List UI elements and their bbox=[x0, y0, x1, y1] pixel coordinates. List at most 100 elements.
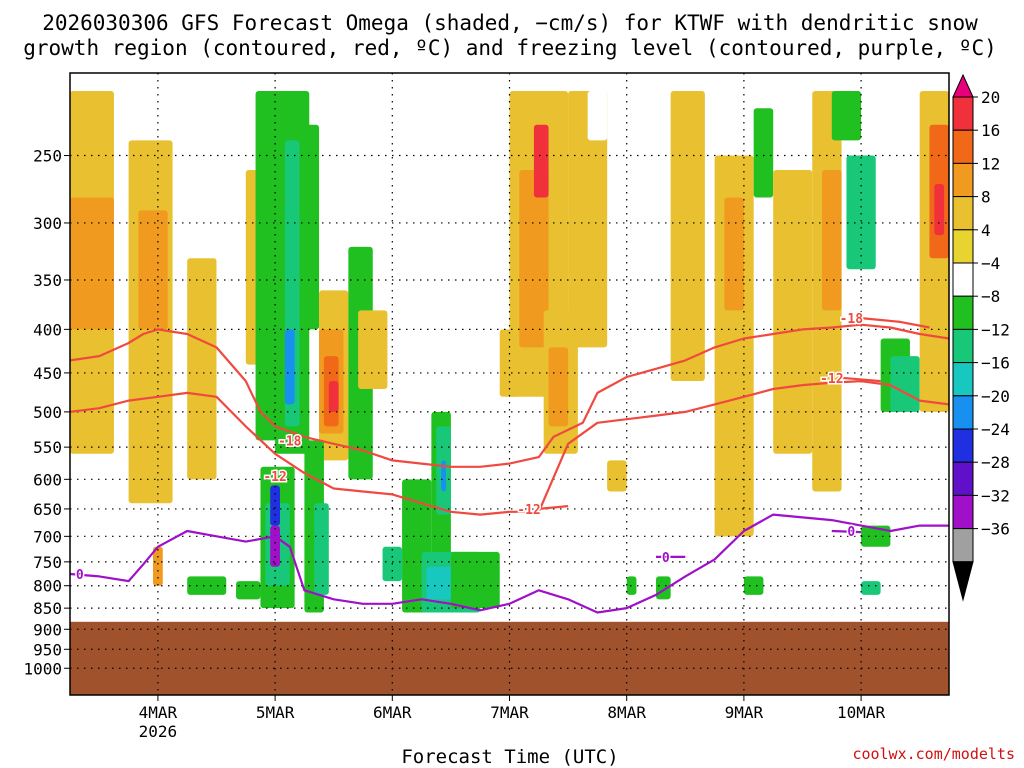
omega-cell bbox=[236, 581, 261, 600]
colorbar-tick-label: −8 bbox=[981, 287, 1000, 306]
colorbar-tick-label: 20 bbox=[981, 88, 1000, 107]
y-tick-label: 750 bbox=[33, 553, 62, 572]
y-tick-label: 800 bbox=[33, 577, 62, 596]
y-tick-label: 400 bbox=[33, 320, 62, 339]
colorbar-tick-label: −4 bbox=[981, 254, 1000, 273]
omega-cell bbox=[743, 576, 764, 595]
omega-shading bbox=[70, 91, 949, 613]
y-tick-label: 650 bbox=[33, 500, 62, 519]
colorbar-bin bbox=[952, 96, 974, 131]
omega-cell bbox=[216, 124, 241, 291]
colorbar-bin bbox=[952, 461, 974, 496]
contour-line bbox=[841, 376, 881, 383]
contour-label: -12 bbox=[263, 470, 286, 485]
contour-label: 0 bbox=[76, 568, 84, 583]
omega-cell bbox=[187, 576, 227, 595]
omega-cell bbox=[548, 347, 569, 427]
omega-cell bbox=[724, 197, 744, 311]
colorbar-bin bbox=[952, 129, 974, 164]
omega-cell bbox=[328, 381, 339, 412]
omega-cell bbox=[890, 356, 920, 412]
y-tick-label: 850 bbox=[33, 599, 62, 618]
contour-line bbox=[860, 317, 930, 329]
omega-cell bbox=[846, 155, 876, 270]
x-tick-label: 5MAR bbox=[256, 703, 295, 722]
colorbar-bin bbox=[952, 196, 974, 231]
colorbar-tick-label: −12 bbox=[981, 320, 1010, 339]
colorbar-tick-label: −16 bbox=[981, 354, 1010, 373]
colorbar-bottom-arrow bbox=[952, 561, 974, 602]
omega-cell bbox=[270, 525, 280, 567]
contour-line bbox=[70, 513, 949, 614]
contour-label: 0 bbox=[662, 551, 670, 566]
contour-line bbox=[538, 505, 569, 510]
omega-cell bbox=[270, 485, 280, 526]
gridlines bbox=[70, 73, 949, 695]
y-tick-label: 600 bbox=[33, 470, 62, 489]
contour-line bbox=[831, 529, 862, 534]
contour-label: -12 bbox=[820, 372, 843, 387]
y-tick-label: 500 bbox=[33, 403, 62, 422]
colorbar-tick-label: −36 bbox=[981, 520, 1010, 539]
omega-cell bbox=[934, 183, 945, 236]
colorbar-tick-label: −20 bbox=[981, 387, 1010, 406]
omega-cell bbox=[187, 258, 217, 480]
omega-cell bbox=[607, 460, 627, 492]
y-tick-label: 900 bbox=[33, 620, 62, 639]
omega-cell bbox=[822, 170, 842, 311]
omega-cell bbox=[568, 91, 608, 348]
y-tick-label: 550 bbox=[33, 438, 62, 457]
colorbar-tick-label: 8 bbox=[981, 188, 991, 207]
omega-cell bbox=[626, 576, 637, 595]
x-tick-label: 4MAR bbox=[139, 703, 178, 722]
omega-cell bbox=[358, 310, 388, 390]
omega-cell bbox=[284, 329, 295, 405]
x-tick-label: 8MAR bbox=[607, 703, 646, 722]
contour-label: -18 bbox=[278, 434, 302, 449]
y-tick-label: 450 bbox=[33, 364, 62, 383]
terrain-fill bbox=[70, 621, 949, 695]
x-tick-label: 9MAR bbox=[725, 703, 764, 722]
colorbar-bin bbox=[952, 162, 974, 198]
omega-cell bbox=[753, 108, 774, 198]
contour-label: 0 bbox=[847, 525, 855, 540]
x-tick-label: 6MAR bbox=[373, 703, 412, 722]
colorbar-tick-label: 16 bbox=[981, 121, 1000, 140]
omega-cell bbox=[70, 197, 114, 330]
colorbar-bin bbox=[952, 262, 974, 297]
omega-cell bbox=[519, 170, 549, 348]
contour-line bbox=[70, 380, 949, 516]
x-tick-sublabel: 2026 bbox=[139, 722, 178, 741]
colorbar-bin bbox=[952, 328, 974, 364]
chart-title-line-2: growth region (contoured, red, ºC) and f… bbox=[23, 36, 997, 60]
y-tick-label: 1000 bbox=[23, 659, 62, 678]
colorbar-tick-label: 4 bbox=[981, 221, 991, 240]
contour-label: -18 bbox=[840, 312, 864, 327]
colorbar-bin bbox=[952, 528, 974, 563]
y-axis-ticks: 250 300 350 400 450 500 550 600 650 700 750 800 850 9… bbox=[23, 147, 70, 678]
omega-cell bbox=[153, 546, 163, 586]
colorbar-tick-label: −32 bbox=[981, 486, 1010, 505]
colorbar-tick-label: −28 bbox=[981, 453, 1010, 472]
colorbar-bin bbox=[952, 395, 974, 430]
contour-lines: -18 -18 -12 -12 -12 0 0 0 bbox=[70, 311, 949, 614]
x-tick-label: 10MAR bbox=[837, 703, 886, 722]
credit-link[interactable]: coolwx.com/modelts bbox=[852, 745, 1015, 763]
colorbar-tick-label: 12 bbox=[981, 154, 1000, 173]
omega-cell bbox=[587, 91, 608, 141]
omega-cell bbox=[831, 91, 862, 141]
chart-title-line-1: 2026030306 GFS Forecast Omega (shaded, −… bbox=[42, 11, 978, 35]
x-axis-title: Forecast Time (UTC) bbox=[401, 746, 618, 768]
y-tick-label: 300 bbox=[33, 214, 62, 233]
colorbar-tick-label: −24 bbox=[981, 420, 1010, 439]
y-tick-label: 350 bbox=[33, 271, 62, 290]
omega-cell bbox=[773, 170, 813, 454]
colorbar-bin bbox=[952, 362, 974, 397]
y-tick-label: 950 bbox=[33, 640, 62, 659]
omega-cell bbox=[450, 551, 500, 609]
omega-cell bbox=[138, 210, 168, 330]
x-tick-label: 7MAR bbox=[490, 703, 529, 722]
colorbar-bin bbox=[952, 494, 974, 530]
omega-cell bbox=[441, 460, 447, 492]
